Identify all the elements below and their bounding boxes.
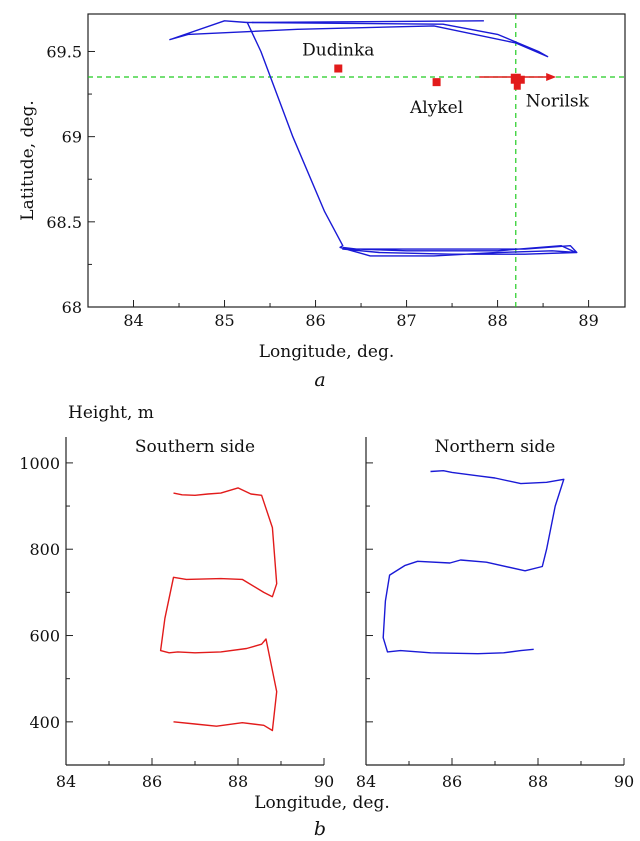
panel-b: 84 86 88 90 400 600 800 1000 Southern side 84 86 88…: [19, 403, 634, 840]
location-marker-norilsk: [510, 73, 521, 84]
x-tick-label-b1: 84: [56, 772, 76, 791]
location-label-norilsk: Norilsk: [526, 92, 590, 112]
x-tick-label-b2: 84: [356, 772, 376, 791]
panel-a: 84 85 86 87 88 89 68 68.5 69 69.5 Dudinka Alykel Nor…: [18, 13, 626, 391]
y-tick-label-a: 69: [62, 128, 82, 147]
x-tick-label-a: 88: [487, 311, 507, 330]
x-tick-label-a: 86: [305, 311, 325, 330]
x-tick-label-b1: 90: [314, 772, 334, 791]
x-axis-label-b: Longitude, deg.: [254, 793, 390, 813]
y-tick-label-b: 1000: [19, 454, 60, 473]
y-tick-label-a: 68.5: [46, 213, 82, 232]
x-tick-label-b1: 86: [142, 772, 162, 791]
x-tick-label-a: 87: [396, 311, 416, 330]
southern-side-title: Southern side: [135, 437, 255, 457]
panel-label-b: b: [314, 818, 326, 840]
x-tick-label-a: 84: [123, 311, 143, 330]
x-tick-label-a: 89: [578, 311, 598, 330]
location-marker-alykel: [432, 78, 441, 87]
location-marker-norilsk-extra: [517, 75, 525, 84]
y-axis-label-b: Height, m: [68, 403, 154, 423]
location-marker-norilsk-extra: [513, 82, 521, 90]
flight-direction-arrowhead: [546, 73, 557, 82]
plot-frame-a: [87, 13, 626, 308]
x-tick-label-b1: 88: [228, 772, 248, 791]
y-tick-label-a: 68: [62, 298, 82, 317]
x-axis-label-a: Longitude, deg.: [259, 342, 395, 362]
location-label-alykel: Alykel: [409, 98, 463, 118]
y-tick-label-b: 600: [29, 627, 60, 646]
flight-track-line: [169, 20, 549, 58]
northern-side-profile-line: [382, 470, 565, 655]
location-label-dudinka: Dudinka: [302, 41, 374, 61]
y-tick-label-b: 400: [29, 713, 60, 732]
panel-label-a: a: [314, 369, 325, 391]
location-marker-dudinka: [334, 64, 343, 73]
northern-side-title: Northern side: [435, 437, 556, 457]
x-tick-label-b2: 90: [614, 772, 634, 791]
x-tick-label-a: 85: [214, 311, 234, 330]
flight-track-line: [246, 20, 578, 257]
y-axis-label-a: Latitude, deg.: [18, 100, 38, 220]
y-tick-label-a: 69.5: [46, 42, 82, 61]
x-tick-label-b2: 86: [442, 772, 462, 791]
x-tick-label-b2: 88: [528, 772, 548, 791]
y-tick-label-b: 800: [29, 540, 60, 559]
southern-side-profile-line: [159, 487, 278, 732]
